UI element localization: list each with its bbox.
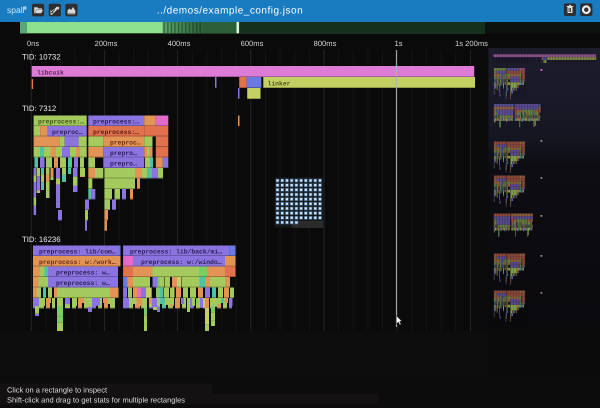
svg-text:libcuik: libcuik: [37, 69, 64, 76]
svg-text:preprocess: w:/work…: preprocess: w:/work…: [39, 259, 116, 266]
svg-text:prepro…: prepro…: [110, 150, 137, 157]
svg-text:Click on a rectangle to inspec: Click on a rectangle to inspect: [7, 386, 108, 395]
svg-text:200ms: 200ms: [95, 39, 118, 48]
svg-text:preprocess:…: preprocess:…: [38, 118, 84, 125]
svg-text:1s 200ms: 1s 200ms: [455, 39, 488, 48]
svg-text:800ms: 800ms: [314, 39, 337, 48]
svg-text:preprocess: w…: preprocess: w…: [56, 269, 110, 276]
svg-text:0ns: 0ns: [27, 39, 39, 48]
svg-text:preprocess:…: preprocess:…: [93, 118, 139, 125]
svg-text:preprocess: lib/back/mi…: preprocess: lib/back/mi…: [130, 248, 222, 255]
svg-text:spall: spall: [7, 5, 25, 15]
svg-text:preproc…: preproc…: [110, 139, 141, 146]
svg-text:1s: 1s: [394, 39, 402, 48]
svg-text:TID: 10732: TID: 10732: [22, 53, 61, 62]
svg-text:preprocess: lib/com…: preprocess: lib/com…: [39, 248, 116, 255]
svg-text:prepro…: prepro…: [110, 160, 137, 167]
svg-text:preprocess:…: preprocess:…: [93, 129, 139, 136]
svg-text:preproc…: preproc…: [52, 129, 83, 136]
svg-text:preprocess: w…: preprocess: w…: [56, 280, 110, 287]
svg-text:Shift-click and drag to get st: Shift-click and drag to get stats for mu…: [7, 396, 185, 405]
svg-text:TID: 16236: TID: 16236: [22, 235, 61, 244]
svg-text:../demos/example_config.json: ../demos/example_config.json: [157, 5, 303, 16]
svg-text:preprocess: w:/windo…: preprocess: w:/windo…: [141, 259, 222, 266]
svg-text:TID: 7312: TID: 7312: [22, 104, 56, 113]
svg-text:linker: linker: [268, 80, 291, 87]
svg-text:600ms: 600ms: [241, 39, 264, 48]
svg-text:400ms: 400ms: [168, 39, 191, 48]
